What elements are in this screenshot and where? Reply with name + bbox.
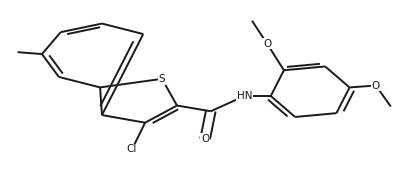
Text: O: O (201, 134, 209, 144)
Text: HN: HN (236, 91, 252, 101)
Text: Cl: Cl (126, 144, 137, 154)
Text: S: S (158, 74, 165, 84)
Text: O: O (262, 39, 271, 49)
Text: O: O (371, 80, 379, 90)
